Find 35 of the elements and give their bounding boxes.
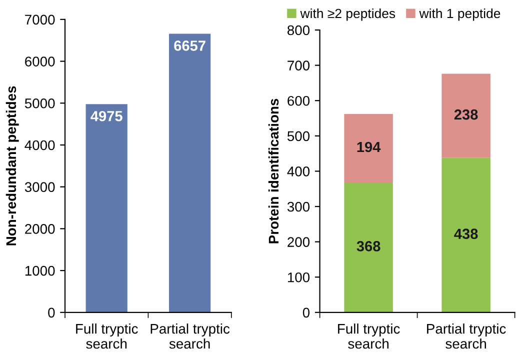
y-tick-label: 100: [288, 272, 310, 282]
bar: [344, 114, 393, 182]
y-tick-label: 1000: [25, 266, 55, 276]
y-tick-label: 5000: [24, 98, 55, 108]
y-tick-label: 2000: [25, 224, 55, 234]
x-tick-label: Partial tryptic search: [150, 324, 230, 349]
bar: [344, 182, 393, 312]
data-label: 4975: [90, 110, 122, 122]
y-tick-label: 4000: [24, 140, 55, 150]
bar: [442, 158, 490, 312]
data-label: 194: [357, 142, 381, 152]
y-tick-label: 300: [287, 202, 310, 212]
x-tick-label: Full tryptic search: [76, 324, 138, 349]
y-tick-label: 3000: [24, 182, 55, 192]
y-axis-title: Non-redundant peptides: [6, 86, 19, 246]
x-tick-label: Full tryptic search: [338, 324, 400, 349]
y-tick-label: 600: [288, 96, 310, 106]
y-tick-label: 200: [288, 237, 310, 247]
bar: [442, 74, 490, 158]
y-tick-label: 400: [287, 166, 310, 176]
data-label: 238: [454, 109, 478, 120]
y-tick-label: 7000: [25, 14, 55, 25]
data-label: 368: [356, 241, 380, 252]
y-tick-label: 0: [48, 308, 55, 318]
y-tick-label: 500: [287, 131, 310, 142]
y-tick-label: 700: [288, 60, 310, 70]
y-tick-label: 6000: [25, 56, 55, 66]
data-label: 6657: [174, 40, 206, 51]
legend-label: with 1 peptide: [419, 8, 500, 21]
y-axis-title: Protein identifications: [268, 98, 279, 244]
data-label: 438: [454, 228, 478, 240]
legend-label: with ≥2 peptides: [300, 8, 396, 21]
y-tick-label: 800: [288, 25, 310, 36]
y-tick-label: 0: [302, 308, 310, 318]
x-tick-label: Partial tryptic search: [427, 324, 506, 349]
